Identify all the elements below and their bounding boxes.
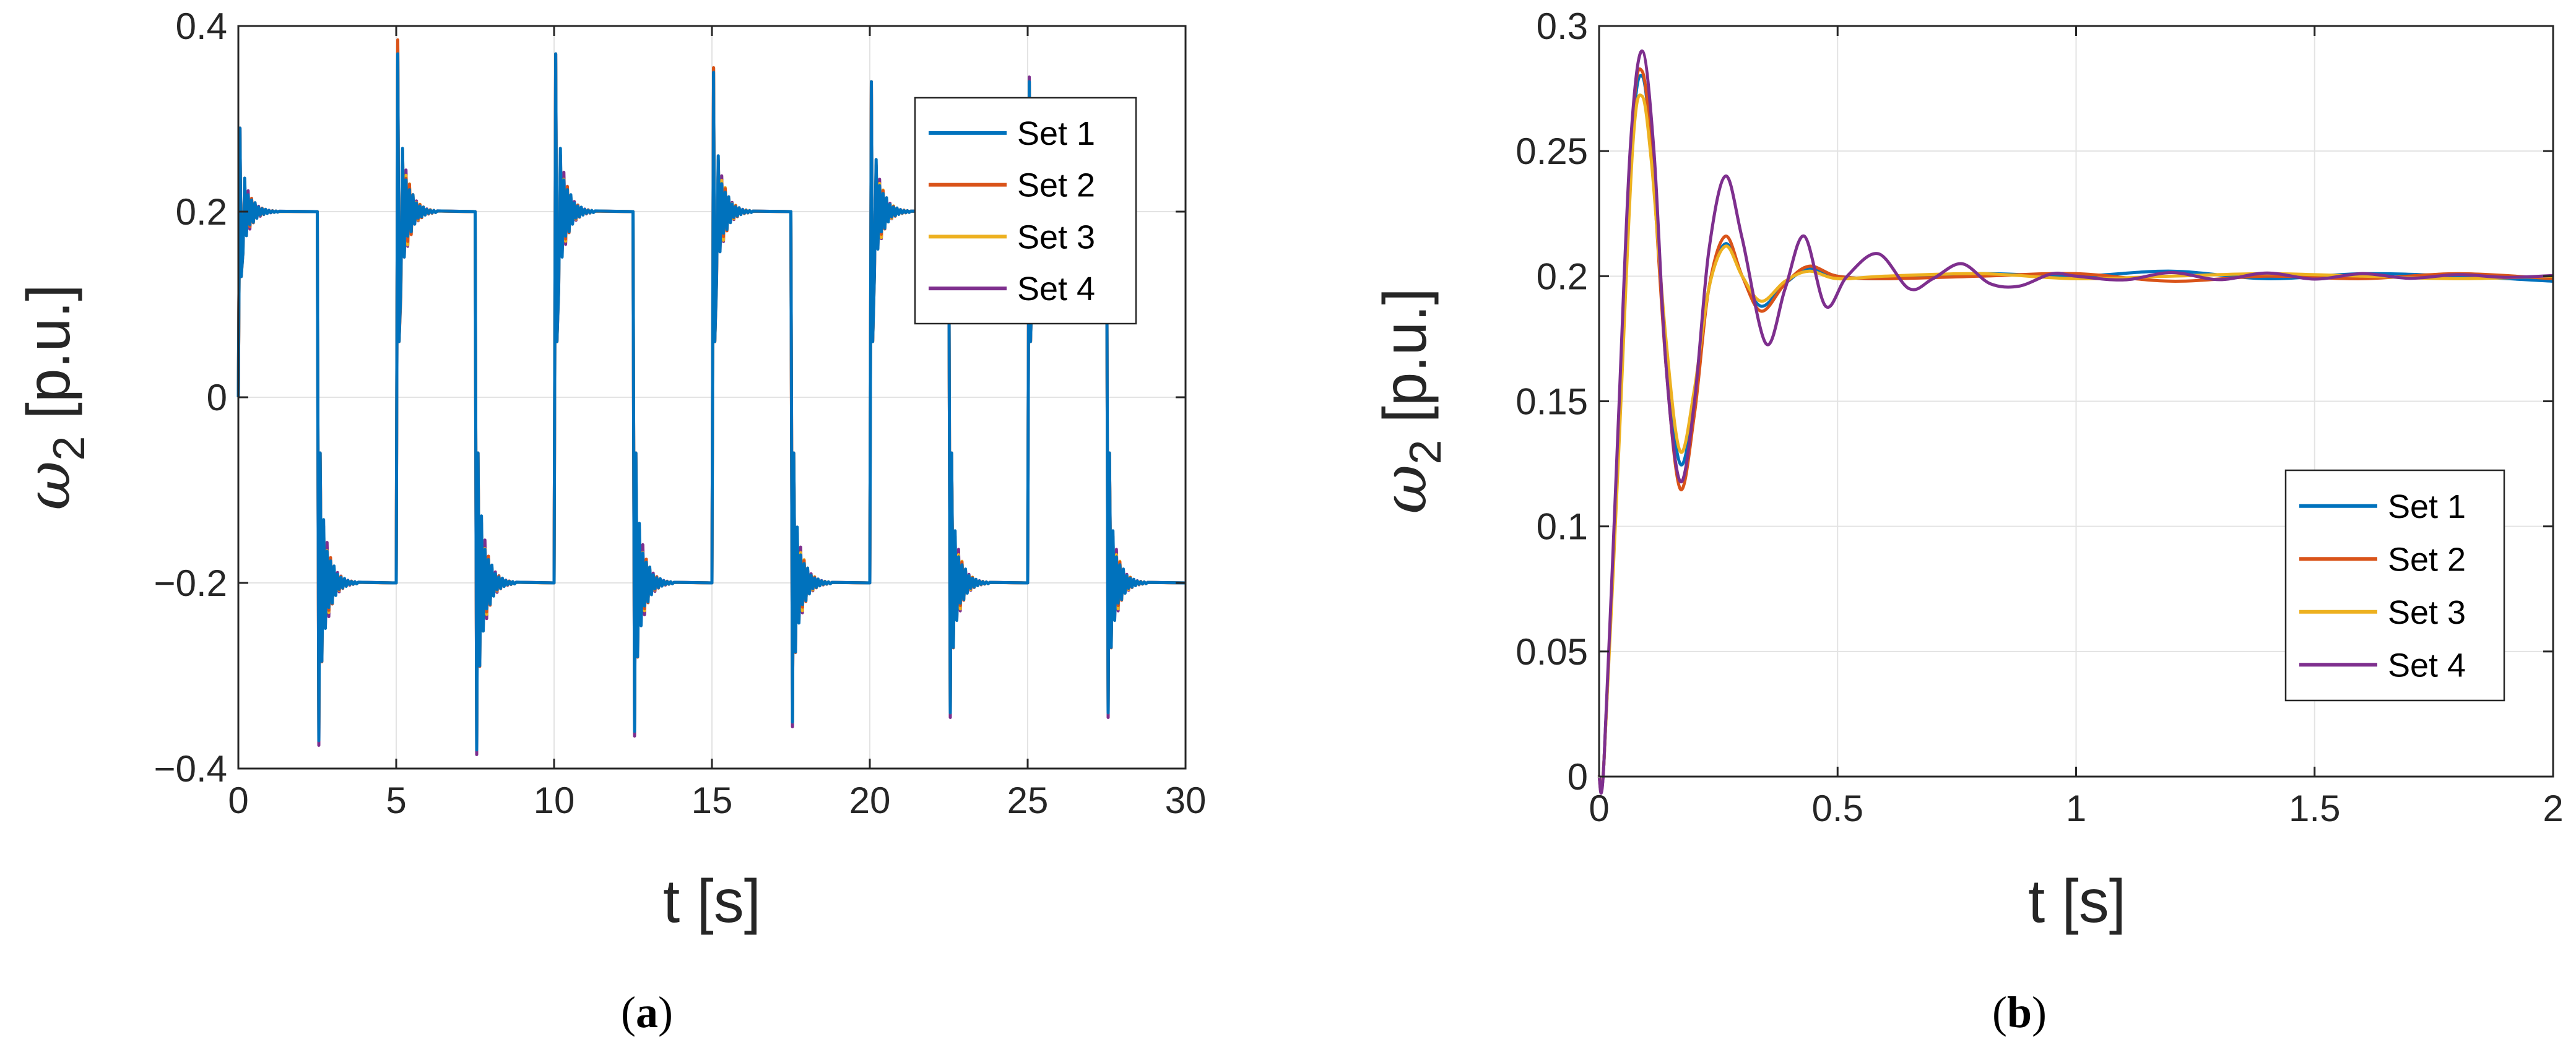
panel-b-legend-box xyxy=(2284,469,2505,702)
panel-b-legend-label-set-1: Set 1 xyxy=(2388,488,2466,525)
panel-b-ytick-label: 0.25 xyxy=(1516,131,1588,172)
panel-b-ytick-label: 0 xyxy=(1568,756,1588,798)
panel-b-xlabel: t [s] xyxy=(2028,867,2126,935)
panel-b-series-set-4 xyxy=(1597,49,2554,795)
panel-a-caption-close: ) xyxy=(658,988,673,1037)
panel-b-legend-label-set-3: Set 3 xyxy=(2388,594,2466,631)
panel-b-caption-close: ) xyxy=(2032,988,2047,1037)
panel-b-caption-open: ( xyxy=(1992,988,2007,1037)
panel-b-xtick-label: 0.5 xyxy=(1812,788,1863,829)
panel-b-chart: 0 0.5 1 1.5 200.050.10.150.20.250.3 t [s] ω2… xyxy=(1370,6,2564,1037)
panel-a-ytick-label: 0 xyxy=(207,377,227,418)
panel-b-ytick-label: 0.3 xyxy=(1537,6,1588,47)
panel-a-ylabel-symbol: ω xyxy=(14,461,84,511)
panel-b-series xyxy=(1597,49,2554,795)
panel-a-ytick-label: −0.2 xyxy=(154,562,227,604)
panel-b-xtick-label: 1 xyxy=(2066,788,2086,829)
panel-b-ytick-label: 0.1 xyxy=(1537,506,1588,548)
panel-a-xtick-label: 30 xyxy=(1165,780,1207,821)
panel-b-legend-label-set-4: Set 4 xyxy=(2388,647,2466,684)
panel-b-ytick-label: 0.2 xyxy=(1537,256,1588,297)
panel-a-legend-box xyxy=(914,97,1137,325)
panel-b-xtick-label: 0 xyxy=(1589,788,1609,829)
panel-a-series xyxy=(236,38,1187,756)
panel-b-ytick-label: 0.05 xyxy=(1516,631,1588,673)
panel-b-ylabel-subscript: 2 xyxy=(1401,440,1451,465)
panel-b-caption-letter: b xyxy=(2007,988,2032,1037)
panel-b-xtick-label: 1.5 xyxy=(2289,788,2340,829)
panel-b-ytick-label: 0.15 xyxy=(1516,381,1588,423)
panel-a-xtick-label: 20 xyxy=(849,780,891,821)
panel-a-ylabel-space xyxy=(14,419,82,436)
panel-b-ylabel: ω2 [p.u.] xyxy=(1370,288,1451,514)
panel-b-ylabel-space xyxy=(1371,423,1439,439)
panel-a-legend-label-set-2: Set 2 xyxy=(1017,167,1095,204)
panel-a-ytick-label: 0.4 xyxy=(176,6,227,47)
panel-a-ytick-label: 0.2 xyxy=(176,191,227,233)
panel-a-series-set-1 xyxy=(236,52,1187,752)
panel-a-caption-open: ( xyxy=(621,988,636,1037)
panel-a-ticks: 0 5 10 15 20 25 30 −0.4 −0.2 0 0.2 0.4 xyxy=(154,6,1207,821)
panel-a-xlabel: t [s] xyxy=(663,867,761,935)
panel-a-legend-label-set-4: Set 4 xyxy=(1017,270,1095,308)
panel-a-xtick-label: 25 xyxy=(1007,780,1049,821)
panel-b-legend: Set 1 Set 2 Set 3 Set 4 xyxy=(2284,469,2505,702)
panel-a-xtick-label: 10 xyxy=(534,780,575,821)
panel-a-ylabel: ω2 [p.u.] xyxy=(14,284,94,510)
panel-a-ylabel-unit: [p.u.] xyxy=(14,284,82,419)
panel-a-legend-label-set-1: Set 1 xyxy=(1017,115,1095,152)
panel-a-xtick-label: 5 xyxy=(386,780,406,821)
panel-a-caption: (a) xyxy=(621,988,673,1037)
panel-b-ylabel-symbol: ω xyxy=(1370,465,1441,514)
panel-a-legend-label-set-3: Set 3 xyxy=(1017,218,1095,256)
panel-b-legend-label-set-2: Set 2 xyxy=(2388,541,2466,578)
panel-b-ylabel-unit: [p.u.] xyxy=(1371,288,1439,423)
panel-b-xtick-label: 2 xyxy=(2543,788,2563,829)
panel-a-ylabel-subscript: 2 xyxy=(45,436,94,461)
panel-a-xtick-label: 0 xyxy=(228,780,248,821)
panel-a-legend: Set 1 Set 2 Set 3 Set 4 xyxy=(914,97,1137,325)
panel-a-ytick-label: −0.4 xyxy=(154,748,227,790)
panel-b-ticks: 0 0.5 1 1.5 2 0 0.05 0.1 0.15 0.2 0.25 0.3 xyxy=(1516,6,2563,829)
panel-a-caption-letter: a xyxy=(636,988,658,1037)
panel-a-xtick-label: 15 xyxy=(692,780,733,821)
panel-a-chart: 0 5 10 15 20 25 30 −0.4 −0.2 0 0.2 0.4 t [s] ω2 [p.… xyxy=(14,6,1206,1037)
panel-b-caption: (b) xyxy=(1992,988,2047,1037)
